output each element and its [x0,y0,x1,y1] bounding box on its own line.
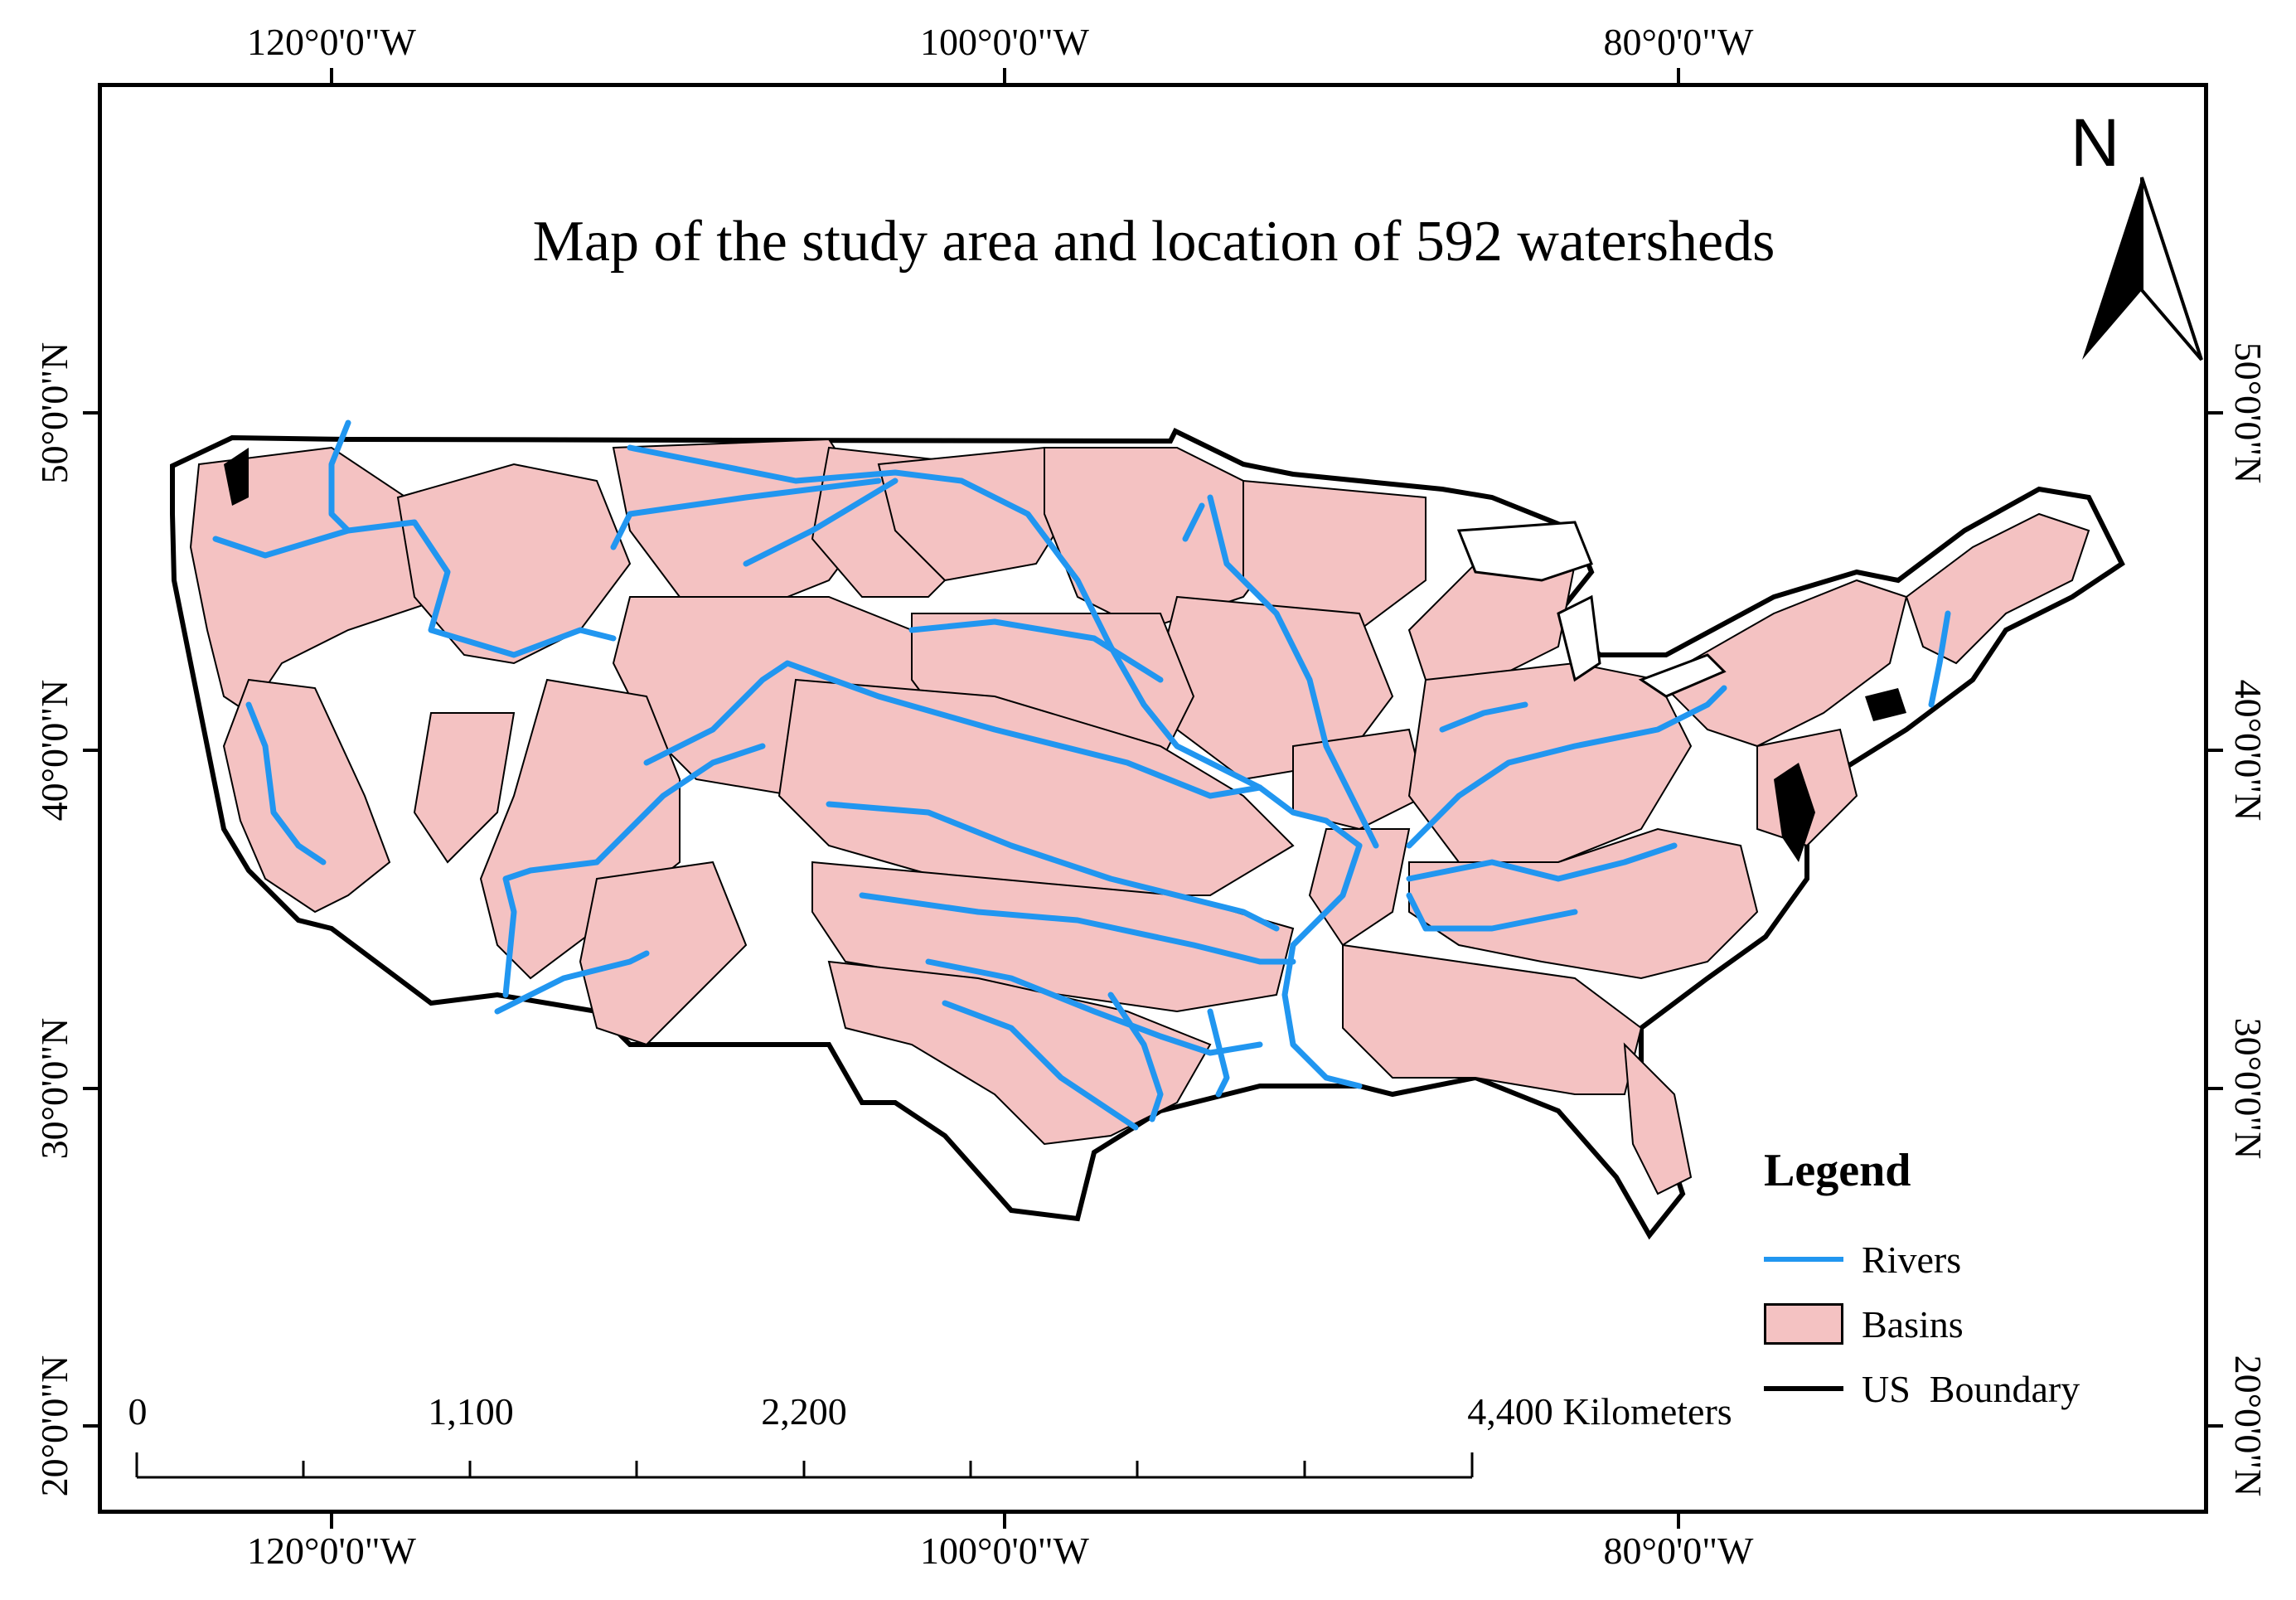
river [1406,842,1678,882]
coastal-water [1774,763,1815,862]
lon-label-top-120w: 120°0'0"W [247,21,416,63]
great-lakes [1456,521,1727,698]
lake [1557,594,1601,682]
basin-region [827,960,1212,1146]
river [1406,892,1578,932]
north-arrow-icon [2082,177,2203,361]
rivers-layer [212,419,1951,1131]
river [593,743,766,865]
legend-item-rivers: Rivers [1764,1227,2195,1292]
basin-region [1905,512,2090,665]
basin-region [777,678,1295,896]
legend-item-us-boundary: US Boundary [1764,1356,2195,1421]
river [942,1000,1139,1131]
graticule-ticks [83,68,2223,1529]
river [502,859,600,998]
river [1207,494,1379,849]
rivers-symbol-icon [1764,1239,1843,1280]
basin-region [1342,943,1643,1095]
legend-item-basins: Basins [1764,1292,2195,1356]
river [643,660,1263,799]
river [1928,610,1951,708]
river [1107,992,1164,1122]
river [1207,1008,1230,1098]
lon-label-bottom-80w: 80°0'0"W [1603,1530,1754,1572]
legend: Legend Rivers Basins US Boundary [1764,1144,2195,1421]
basin-region [1044,447,1295,632]
basin-region [479,678,681,980]
scale-label-2200: 2,200 [761,1390,847,1433]
basins-symbol-icon [1764,1303,1843,1345]
basin-region [222,678,391,914]
scale-label-1100: 1,100 [428,1390,514,1433]
legend-title: Legend [1764,1145,1911,1196]
basin-region [189,446,449,715]
river [494,950,650,1015]
lon-label-top-80w: 80°0'0"W [1603,21,1754,63]
basin-region [1408,827,1759,980]
river [859,892,1296,965]
river [245,701,327,865]
basin-region [1656,579,1908,748]
river [328,419,351,534]
basin-region [1308,828,1411,947]
coastal-detail [224,448,1906,862]
boundary-symbol-icon [1764,1368,1843,1409]
basin-region [1623,1042,1693,1195]
river [1439,701,1528,733]
river [212,519,617,658]
lake [1456,521,1593,582]
scale-label-0: 0 [128,1390,148,1433]
legend-label-rivers: Rivers [1862,1238,1962,1281]
river [610,478,882,550]
lon-label-bottom-120w: 120°0'0"W [247,1530,416,1572]
scale-label-4400: 4,400 Kilometers [1467,1390,1732,1433]
river [1182,502,1205,542]
basins-layer [189,438,2090,1195]
river [826,801,1280,932]
river [1281,842,1363,1089]
legend-label-us-boundary: US Boundary [1862,1367,2080,1410]
lon-label-top-100w: 100°0'0"W [920,21,1089,63]
river [908,618,1164,683]
scale-bar [135,1452,1474,1479]
coastal-water [224,448,249,506]
basin-region [1292,728,1427,831]
river [1406,685,1727,849]
lon-label-bottom-100w: 100°0'0"W [920,1530,1089,1572]
north-letter: N [2071,105,2120,181]
basin-region [413,712,516,864]
river [743,478,899,567]
coastal-water [1865,688,1906,721]
legend-label-basins: Basins [1862,1302,1964,1345]
map-title: Map of the study area and location of 59… [532,210,1775,274]
lake [1638,653,1727,698]
